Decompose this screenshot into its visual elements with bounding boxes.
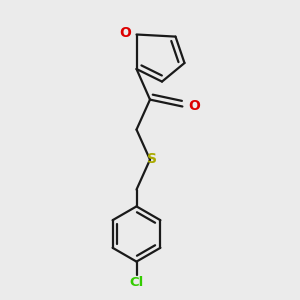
Text: S: S xyxy=(146,152,157,166)
Text: O: O xyxy=(119,26,131,40)
Text: O: O xyxy=(188,99,200,113)
Text: Cl: Cl xyxy=(129,276,144,289)
